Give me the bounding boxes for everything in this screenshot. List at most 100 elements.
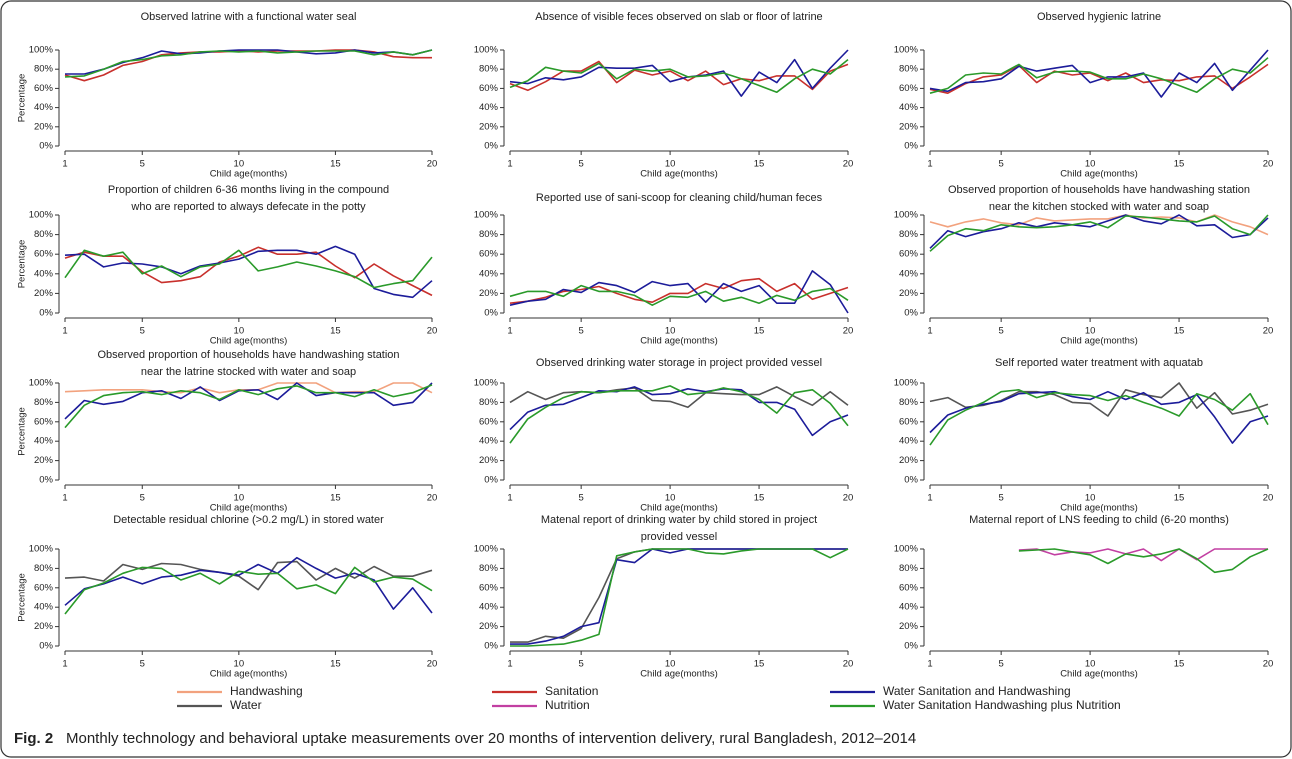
- chart-title: Observed latrine with a functional water…: [141, 11, 357, 23]
- y-tick-label: 0%: [904, 475, 918, 486]
- x-axis-label: Child age(months): [640, 503, 718, 514]
- series-line: [509, 270, 849, 314]
- chart-title: who are reported to always defecate in t…: [130, 201, 366, 213]
- y-tick-label: 20%: [899, 621, 919, 632]
- x-tick-label: 15: [754, 326, 765, 337]
- y-tick-label: 0%: [904, 641, 918, 652]
- y-tick-label: 80%: [899, 64, 919, 75]
- x-tick-label: 10: [1085, 326, 1096, 337]
- y-tick-label: 60%: [899, 582, 919, 593]
- y-tick-label: 80%: [479, 563, 499, 574]
- chart-title: provided vessel: [641, 531, 717, 543]
- x-tick-label: 1: [62, 493, 67, 504]
- x-tick-label: 15: [754, 659, 765, 670]
- y-tick-label: 60%: [34, 83, 54, 94]
- x-tick-label: 15: [330, 493, 341, 504]
- series-line: [64, 560, 433, 591]
- x-tick-label: 5: [140, 326, 145, 337]
- series-line: [929, 214, 1269, 252]
- y-tick-label: 100%: [29, 210, 54, 221]
- series-line: [1018, 548, 1268, 562]
- x-tick-label: 15: [1174, 493, 1185, 504]
- x-tick-label: 1: [507, 493, 512, 504]
- legend-label: Water Sanitation and Handwashing: [883, 684, 1071, 698]
- y-tick-label: 100%: [894, 544, 919, 555]
- y-tick-label: 20%: [479, 621, 499, 632]
- series-line: [929, 63, 1269, 94]
- y-tick-label: 20%: [899, 288, 919, 299]
- x-axis-label: Child age(months): [210, 503, 288, 514]
- series-line: [64, 245, 433, 299]
- y-tick-label: 60%: [479, 416, 499, 427]
- x-tick-label: 1: [507, 326, 512, 337]
- y-tick-label: 80%: [34, 563, 54, 574]
- y-tick-label: 60%: [479, 249, 499, 260]
- chart-title: Reported use of sani-scoop for cleaning …: [536, 192, 823, 204]
- y-tick-label: 40%: [899, 268, 919, 279]
- x-tick-label: 20: [427, 326, 438, 337]
- x-tick-label: 5: [999, 659, 1004, 670]
- y-tick-label: 20%: [34, 288, 54, 299]
- x-tick-label: 10: [665, 659, 676, 670]
- y-tick-label: 0%: [904, 308, 918, 319]
- chart-title: Proportion of children 6-36 months livin…: [108, 184, 389, 196]
- y-tick-label: 60%: [899, 416, 919, 427]
- x-tick-label: 5: [999, 326, 1004, 337]
- x-tick-label: 20: [843, 159, 854, 170]
- x-tick-label: 20: [427, 659, 438, 670]
- y-tick-label: 40%: [479, 602, 499, 613]
- chart-title: Observed hygienic latrine: [1037, 11, 1161, 23]
- y-tick-label: 20%: [34, 121, 54, 132]
- y-tick-label: 40%: [899, 602, 919, 613]
- y-tick-label: 40%: [899, 102, 919, 113]
- x-axis-label: Child age(months): [210, 336, 288, 347]
- x-tick-label: 10: [1085, 659, 1096, 670]
- y-tick-label: 0%: [484, 308, 498, 319]
- x-tick-label: 1: [62, 159, 67, 170]
- x-tick-label: 1: [927, 659, 932, 670]
- y-tick-label: 60%: [479, 582, 499, 593]
- y-tick-label: 40%: [899, 436, 919, 447]
- x-tick-label: 1: [507, 159, 512, 170]
- y-tick-label: 40%: [479, 102, 499, 113]
- x-tick-label: 10: [665, 326, 676, 337]
- series-line: [509, 58, 849, 93]
- x-tick-label: 20: [1263, 326, 1274, 337]
- series-line: [510, 548, 849, 647]
- y-tick-label: 0%: [39, 475, 53, 486]
- chart-title: Detectable residual chlorine (>0.2 mg/L)…: [113, 514, 384, 526]
- x-axis-label: Child age(months): [1060, 503, 1138, 514]
- y-tick-label: 60%: [479, 83, 499, 94]
- x-tick-label: 10: [234, 159, 245, 170]
- y-axis-label: Percentage: [17, 407, 28, 456]
- series-line: [509, 49, 849, 97]
- x-tick-label: 5: [140, 659, 145, 670]
- y-tick-label: 80%: [479, 64, 499, 75]
- caption-text: Monthly technology and behavioral uptake…: [66, 730, 916, 747]
- legend-label: Nutrition: [545, 698, 590, 712]
- series-line: [929, 390, 1269, 444]
- legend-label: Handwashing: [230, 684, 303, 698]
- series-line: [929, 49, 1269, 98]
- y-tick-label: 100%: [894, 210, 919, 221]
- x-axis-label: Child age(months): [1060, 669, 1138, 680]
- x-tick-label: 5: [140, 159, 145, 170]
- x-tick-label: 5: [140, 493, 145, 504]
- y-tick-label: 20%: [479, 121, 499, 132]
- y-tick-label: 40%: [34, 602, 54, 613]
- x-tick-label: 10: [1085, 493, 1096, 504]
- x-tick-label: 20: [843, 659, 854, 670]
- chart-title: Observed proportion of households have h…: [97, 349, 399, 361]
- y-tick-label: 80%: [34, 229, 54, 240]
- legend-label: Sanitation: [545, 684, 598, 698]
- y-axis-label: Percentage: [17, 573, 28, 622]
- x-tick-label: 15: [754, 159, 765, 170]
- chart-title: Self reported water treatment with aquat…: [995, 357, 1203, 369]
- y-tick-label: 40%: [34, 102, 54, 113]
- x-tick-label: 5: [579, 493, 584, 504]
- y-tick-label: 20%: [34, 455, 54, 466]
- x-axis-label: Child age(months): [640, 669, 718, 680]
- y-tick-label: 60%: [34, 582, 54, 593]
- x-tick-label: 15: [330, 326, 341, 337]
